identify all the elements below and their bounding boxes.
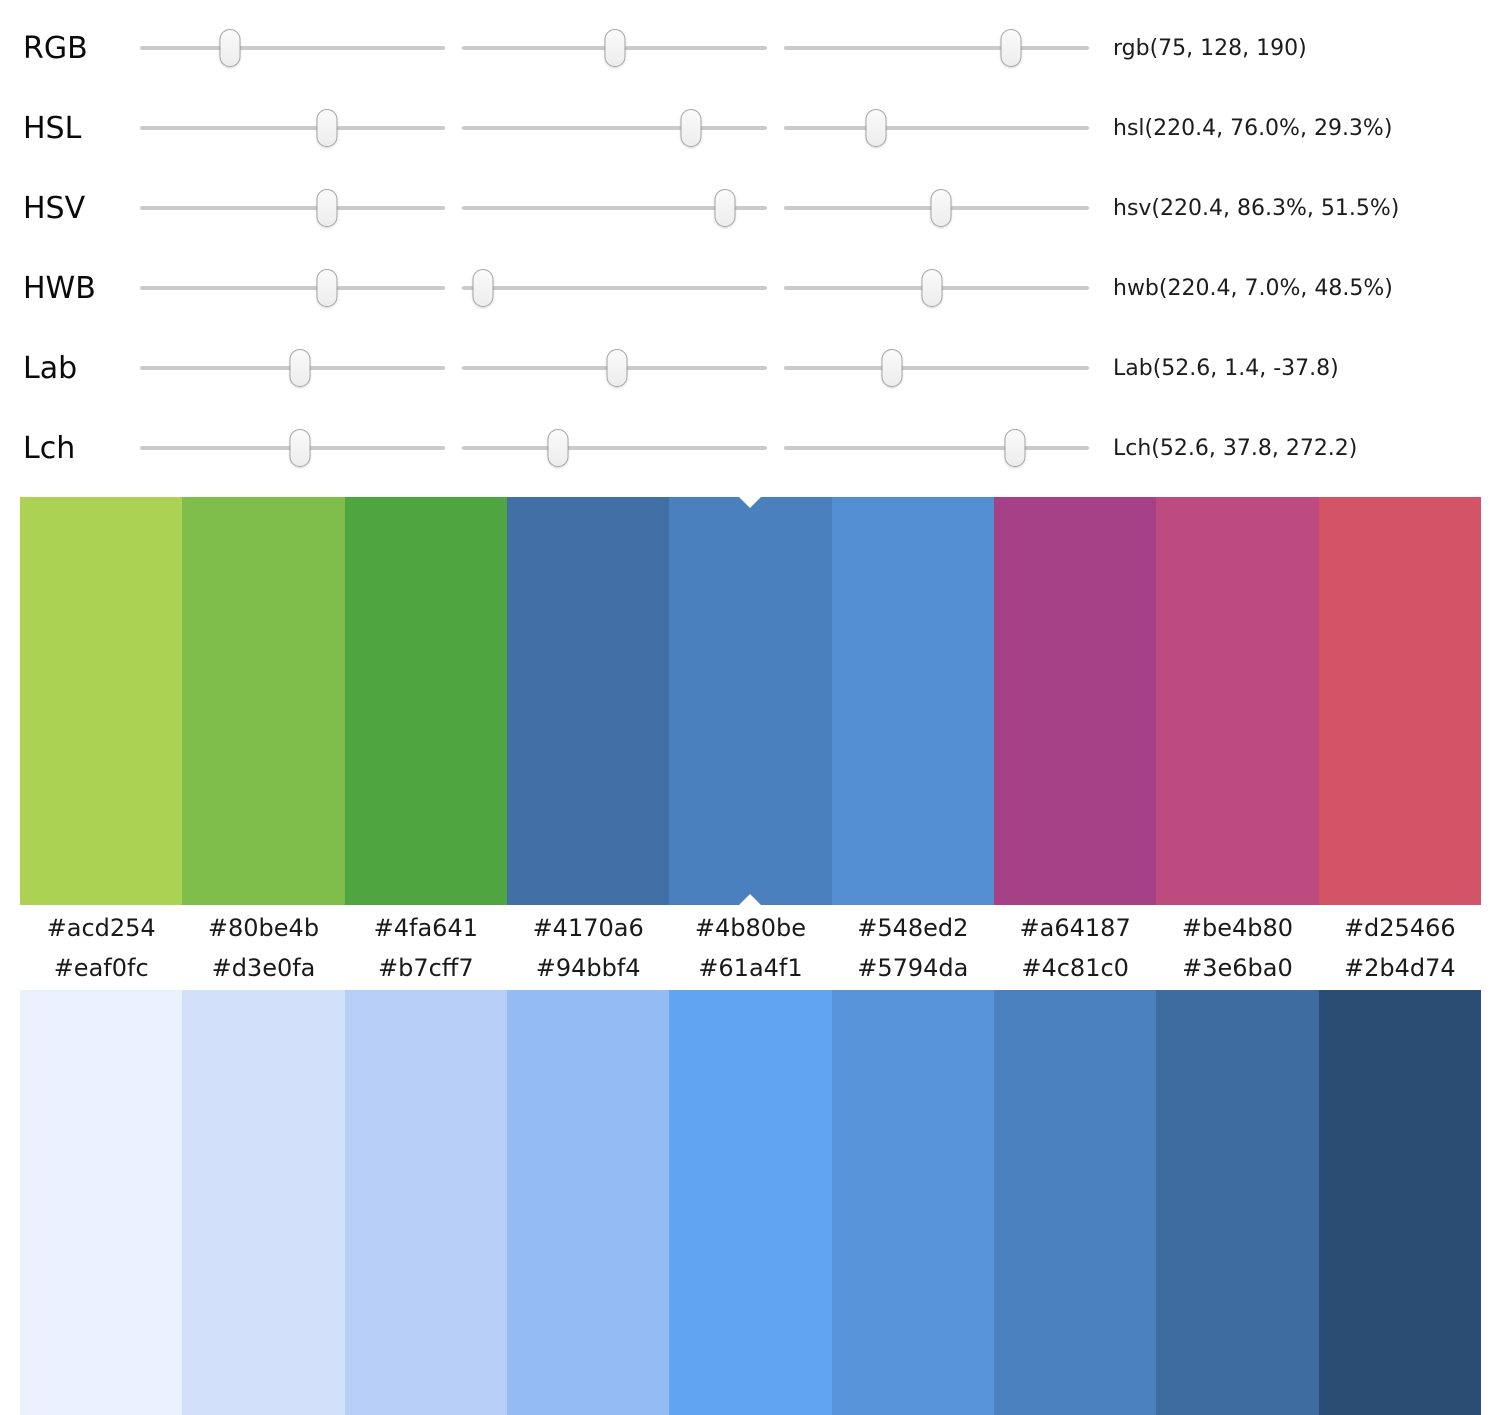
slider-thumb[interactable]: [472, 269, 494, 307]
slider-thumb[interactable]: [865, 109, 886, 147]
lab-channel-2-slider[interactable]: [462, 349, 767, 387]
rgb-channel-3-slider[interactable]: [784, 29, 1089, 67]
hex-label: #b7cff7: [378, 954, 474, 982]
slider-row-lch: Lch Lch(52.6, 37.8, 272.2): [23, 408, 1501, 488]
hsl-channel-3-slider[interactable]: [784, 109, 1089, 147]
rgb-value: rgb(75, 128, 190): [1113, 35, 1307, 61]
hex-label: #4170a6: [532, 914, 644, 942]
slider-thumb[interactable]: [289, 349, 311, 387]
lab-channel-1-slider[interactable]: [140, 349, 445, 387]
colorspace-label-lab: Lab: [23, 350, 78, 386]
slider-thumb[interactable]: [289, 429, 311, 467]
lightness-hex-labels: #eaf0fc #d3e0fa #b7cff7 #94bbf4 #61a4f1 #5794…: [20, 950, 1481, 990]
slider-row-lab: Lab Lab(52.6, 1.4, -37.8): [23, 328, 1501, 408]
lch-channel-3-slider[interactable]: [784, 429, 1089, 467]
slider-row-rgb: RGB rgb(75, 128, 190): [23, 8, 1501, 88]
palette-swatch[interactable]: [344, 497, 507, 905]
hex-label: #94bbf4: [535, 954, 641, 982]
lightness-palette: #eaf0fc #d3e0fa #b7cff7 #94bbf4 #61a4f1 #5794…: [20, 950, 1481, 1415]
hsl-channel-1-slider[interactable]: [140, 109, 445, 147]
hex-label: #4b80be: [694, 914, 807, 942]
slider-thumb[interactable]: [714, 189, 736, 227]
palette-swatch[interactable]: [20, 497, 183, 905]
rgb-channel-1-slider[interactable]: [140, 29, 445, 67]
hue-hex-labels: #acd254 #80be4b #4fa641 #4170a6 #4b80be #548e…: [20, 905, 1481, 950]
hex-label: #acd254: [46, 914, 156, 942]
palette-swatch[interactable]: [669, 990, 832, 1415]
hex-label: #5794da: [857, 954, 969, 982]
hex-label: #d25466: [1343, 914, 1456, 942]
colorspace-label-rgb: RGB: [23, 30, 88, 66]
slider-thumb[interactable]: [881, 349, 903, 387]
hex-label: #61a4f1: [698, 954, 803, 982]
lab-value: Lab(52.6, 1.4, -37.8): [1113, 355, 1339, 381]
hsv-channel-1-slider[interactable]: [140, 189, 445, 227]
slider-row-hsv: HSV hsv(220.4, 86.3%, 51.5%): [23, 168, 1501, 248]
hsv-channel-3-slider[interactable]: [784, 189, 1089, 227]
palette-swatch-selected[interactable]: [669, 497, 832, 905]
hsl-channel-2-slider[interactable]: [462, 109, 767, 147]
hex-label: #4c81c0: [1021, 954, 1129, 982]
slider-row-hwb: HWB hwb(220.4, 7.0%, 48.5%): [23, 248, 1501, 328]
hsv-channel-2-slider[interactable]: [462, 189, 767, 227]
hwb-value: hwb(220.4, 7.0%, 48.5%): [1113, 275, 1393, 301]
hex-label: #4fa641: [373, 914, 478, 942]
hex-label: #548ed2: [857, 914, 969, 942]
colorspace-label-hsv: HSV: [23, 190, 86, 226]
lch-value: Lch(52.6, 37.8, 272.2): [1113, 435, 1358, 461]
hex-label: #be4b80: [1181, 914, 1294, 942]
hex-label: #3e6ba0: [1182, 954, 1293, 982]
palette-swatch[interactable]: [993, 990, 1157, 1415]
hwb-channel-1-slider[interactable]: [140, 269, 445, 307]
palette-swatch[interactable]: [1156, 990, 1319, 1415]
hue-swatch-strip: [20, 497, 1481, 905]
slider-panel: RGB rgb(75, 128, 190) HSL hsl(220.4, 76.…: [0, 0, 1501, 488]
palette-swatch[interactable]: [182, 497, 345, 905]
palette-swatch[interactable]: [1318, 497, 1481, 905]
palette-swatch[interactable]: [344, 990, 507, 1415]
palette-swatch[interactable]: [831, 497, 994, 905]
slider-thumb[interactable]: [219, 29, 241, 67]
slider-row-hsl: HSL hsl(220.4, 76.0%, 29.3%): [23, 88, 1501, 168]
hex-label: #a64187: [1019, 914, 1131, 942]
palette-swatch[interactable]: [506, 497, 670, 905]
slider-thumb[interactable]: [680, 109, 702, 147]
slider-thumb[interactable]: [316, 189, 338, 227]
slider-thumb[interactable]: [921, 269, 943, 307]
hex-label: #2b4d74: [1343, 954, 1456, 982]
slider-thumb[interactable]: [547, 429, 569, 467]
hex-label: #eaf0fc: [53, 954, 149, 982]
hwb-channel-3-slider[interactable]: [784, 269, 1089, 307]
slider-thumb[interactable]: [316, 269, 338, 307]
slider-thumb[interactable]: [316, 109, 338, 147]
slider-thumb[interactable]: [930, 189, 952, 227]
lch-channel-2-slider[interactable]: [462, 429, 767, 467]
lab-channel-3-slider[interactable]: [784, 349, 1089, 387]
palette-swatch[interactable]: [20, 990, 183, 1415]
hsl-value: hsl(220.4, 76.0%, 29.3%): [1113, 115, 1393, 141]
hwb-channel-2-slider[interactable]: [462, 269, 767, 307]
palette-swatch[interactable]: [182, 990, 345, 1415]
slider-thumb[interactable]: [1000, 29, 1022, 67]
lightness-swatch-strip: [20, 990, 1481, 1415]
palette-swatch[interactable]: [1156, 497, 1319, 905]
slider-thumb[interactable]: [1004, 429, 1026, 467]
lch-channel-1-slider[interactable]: [140, 429, 445, 467]
slider-thumb[interactable]: [604, 29, 626, 67]
colorspace-label-hsl: HSL: [23, 110, 82, 146]
palette-swatch[interactable]: [506, 990, 670, 1415]
hex-label: #80be4b: [207, 914, 320, 942]
palette-swatch[interactable]: [993, 497, 1157, 905]
colorspace-label-lch: Lch: [23, 430, 76, 466]
colorspace-label-hwb: HWB: [23, 270, 96, 306]
rgb-channel-2-slider[interactable]: [462, 29, 767, 67]
palette-swatch[interactable]: [1318, 990, 1481, 1415]
palette-swatch[interactable]: [831, 990, 994, 1415]
slider-thumb[interactable]: [606, 349, 628, 387]
hue-palette: #acd254 #80be4b #4fa641 #4170a6 #4b80be #548e…: [20, 497, 1481, 950]
hex-label: #d3e0fa: [211, 954, 316, 982]
hsv-value: hsv(220.4, 86.3%, 51.5%): [1113, 195, 1400, 221]
